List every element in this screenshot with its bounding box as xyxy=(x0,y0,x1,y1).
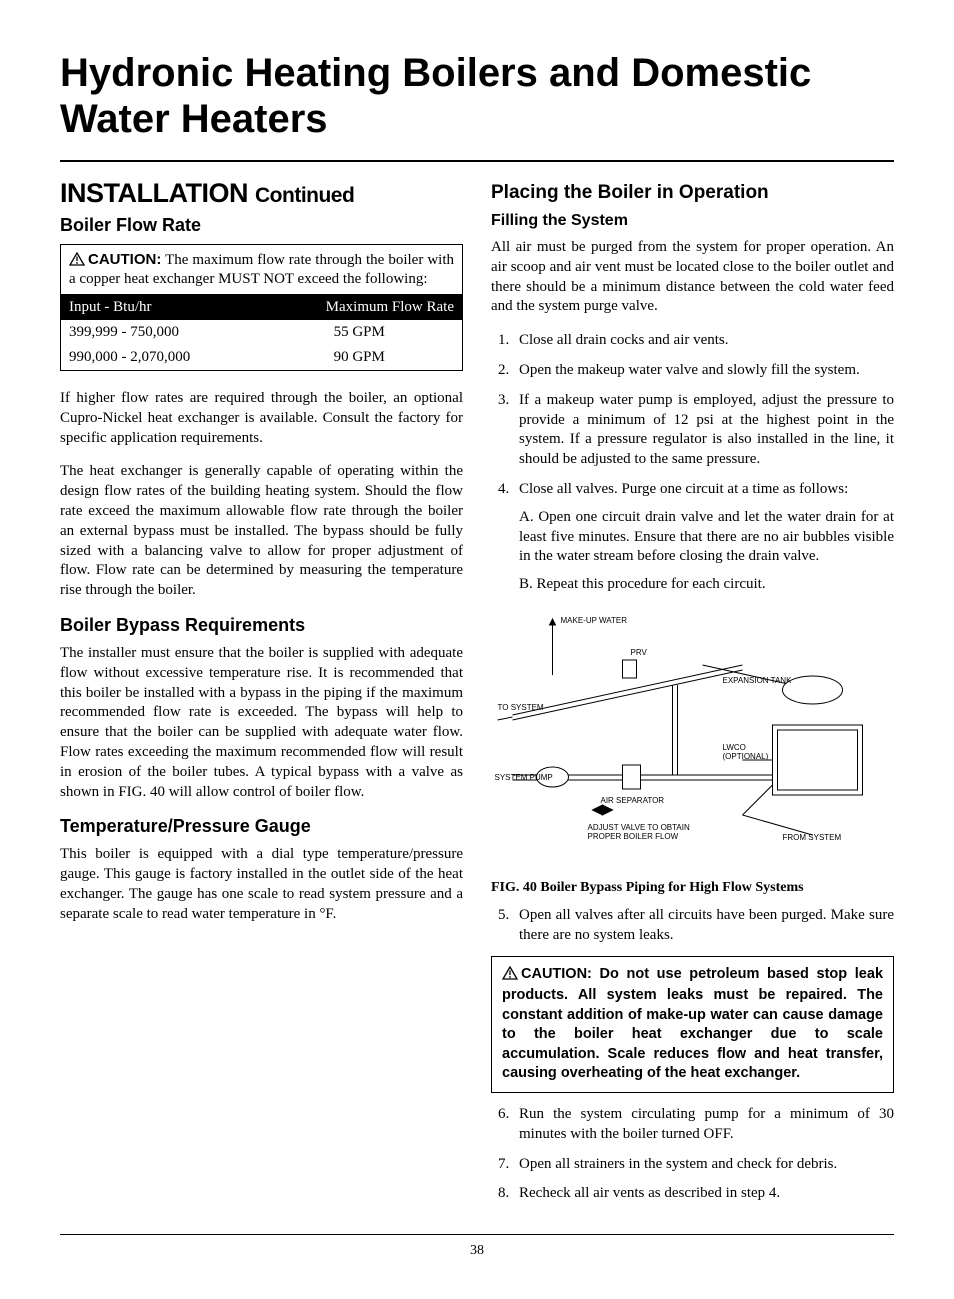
label-prv: PRV xyxy=(631,648,648,657)
caution-text: Do not use petroleum based stop leak pro… xyxy=(502,966,883,1082)
label-lwco: LWCO xyxy=(723,743,746,752)
procedure-list: Close all drain cocks and air vents. Ope… xyxy=(491,331,894,595)
label-to-system: TO SYSTEM xyxy=(498,703,544,712)
caution-box-leak: CAUTION: Do not use petroleum based stop… xyxy=(491,956,894,1093)
warning-icon xyxy=(502,966,518,987)
paragraph: The installer must ensure that the boile… xyxy=(60,644,463,802)
caution-box-flow: CAUTION: The maximum flow rate through t… xyxy=(60,244,463,295)
list-item: Open all strainers in the system and che… xyxy=(513,1155,894,1175)
figure-40: MAKE-UP WATER PRV EXPANSION TANK TO SYST… xyxy=(491,605,894,870)
page-number: 38 xyxy=(60,1243,894,1259)
caution-label: CAUTION: xyxy=(521,966,592,982)
heading-filling: Filling the System xyxy=(491,212,894,230)
paragraph: All air must be purged from the system f… xyxy=(491,238,894,317)
sub-item-b: B. Repeat this procedure for each circui… xyxy=(519,575,894,595)
title-rule xyxy=(60,160,894,162)
left-column: INSTALLATION Continued Boiler Flow Rate … xyxy=(60,178,463,1214)
section-continued: Continued xyxy=(255,184,354,207)
heading-gauge: Temperature/Pressure Gauge xyxy=(60,816,463,837)
paragraph: If higher flow rates are required throug… xyxy=(60,389,463,448)
sub-item-a: A. Open one circuit drain valve and let … xyxy=(519,508,894,567)
figure-caption: FIG. 40 Boiler Bypass Piping for High Fl… xyxy=(491,880,894,896)
procedure-list-cont: Open all valves after all circuits have … xyxy=(491,906,894,946)
table-cell: 55 GPM xyxy=(256,320,462,345)
list-item: Open all valves after all circuits have … xyxy=(513,906,894,946)
label-adjust1: ADJUST VALVE TO OBTAIN xyxy=(588,823,690,832)
list-item: Recheck all air vents as described in st… xyxy=(513,1184,894,1204)
list-item: Run the system circulating pump for a mi… xyxy=(513,1105,894,1145)
table-cell: 399,999 - 750,000 xyxy=(61,320,257,345)
table-cell: 90 GPM xyxy=(256,345,462,371)
table-cell: 990,000 - 2,070,000 xyxy=(61,345,257,371)
label-adjust2: PROPER BOILER FLOW xyxy=(588,832,679,841)
label-airsep: AIR SEPARATOR xyxy=(601,796,665,805)
piping-diagram-svg: MAKE-UP WATER PRV EXPANSION TANK TO SYST… xyxy=(491,605,894,865)
heading-boiler-flow-rate: Boiler Flow Rate xyxy=(60,215,463,236)
label-lwco-opt: (OPTIONAL) xyxy=(723,752,769,761)
section-heading-installation: INSTALLATION Continued xyxy=(60,178,463,209)
right-column: Placing the Boiler in Operation Filling … xyxy=(491,178,894,1214)
label-from-system: FROM SYSTEM xyxy=(783,833,842,842)
heading-bypass: Boiler Bypass Requirements xyxy=(60,615,463,636)
list-item: Close all drain cocks and air vents. xyxy=(513,331,894,351)
heading-operation: Placing the Boiler in Operation xyxy=(491,182,894,204)
caution-label: CAUTION: xyxy=(88,251,161,268)
table-header-flow: Maximum Flow Rate xyxy=(256,295,462,320)
list-item: If a makeup water pump is employed, adju… xyxy=(513,391,894,470)
list-item: Close all valves. Purge one circuit at a… xyxy=(513,480,894,595)
list-item: Open the makeup water valve and slowly f… xyxy=(513,361,894,381)
warning-icon xyxy=(69,252,85,271)
table-row: 990,000 - 2,070,000 90 GPM xyxy=(61,345,463,371)
list-item-text: Close all valves. Purge one circuit at a… xyxy=(519,481,848,497)
label-expansion: EXPANSION TANK xyxy=(723,676,793,685)
table-header-row: Input - Btu/hr Maximum Flow Rate xyxy=(61,295,463,320)
flow-rate-table: Input - Btu/hr Maximum Flow Rate 399,999… xyxy=(60,295,463,371)
table-header-input: Input - Btu/hr xyxy=(61,295,257,320)
label-makeup: MAKE-UP WATER xyxy=(561,616,628,625)
paragraph: This boiler is equipped with a dial type… xyxy=(60,845,463,924)
procedure-list-cont2: Run the system circulating pump for a mi… xyxy=(491,1105,894,1204)
two-column-layout: INSTALLATION Continued Boiler Flow Rate … xyxy=(60,178,894,1214)
paragraph: The heat exchanger is generally capable … xyxy=(60,462,463,601)
label-pump: SYSTEM PUMP xyxy=(495,773,553,782)
table-row: 399,999 - 750,000 55 GPM xyxy=(61,320,463,345)
page-title: Hydronic Heating Boilers and Domestic Wa… xyxy=(60,50,894,142)
section-heading-text: INSTALLATION xyxy=(60,178,248,208)
